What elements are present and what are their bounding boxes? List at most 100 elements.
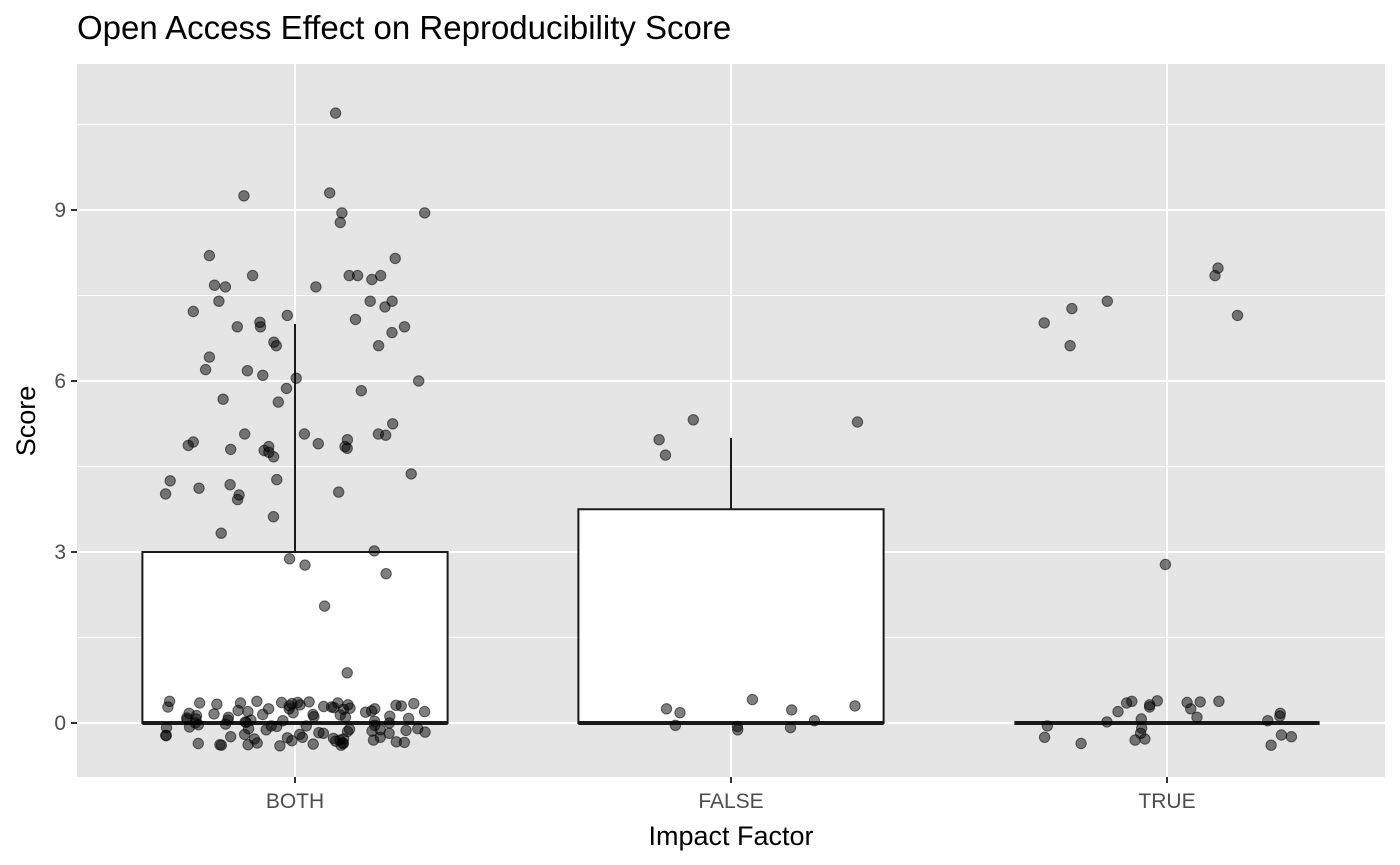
data-point <box>390 699 402 711</box>
data-point <box>653 434 665 446</box>
data-point <box>746 693 759 706</box>
data-point <box>379 301 391 313</box>
data-point <box>290 372 302 384</box>
data-point <box>359 706 372 718</box>
x-axis-title: Impact Factor <box>648 821 813 851</box>
data-point <box>1275 729 1288 741</box>
data-point <box>260 724 272 736</box>
data-point <box>366 273 378 286</box>
data-point <box>367 734 380 746</box>
data-point <box>1038 317 1050 329</box>
data-point <box>160 729 173 742</box>
data-point <box>257 708 269 721</box>
data-point <box>1274 710 1286 722</box>
data-point <box>334 216 346 229</box>
data-point <box>398 321 411 333</box>
data-point <box>215 527 227 539</box>
data-point <box>248 733 261 745</box>
data-point <box>1120 697 1133 709</box>
data-point <box>281 309 293 322</box>
data-point <box>246 269 259 282</box>
data-point <box>660 703 673 715</box>
data-point <box>341 442 353 454</box>
data-point <box>419 207 431 219</box>
jitter-points <box>159 107 1298 752</box>
data-point <box>1139 733 1151 745</box>
data-point <box>372 340 385 352</box>
y-tick-label: 0 <box>54 712 66 735</box>
data-point <box>203 249 216 262</box>
data-point <box>341 725 354 738</box>
data-point <box>164 475 176 487</box>
data-point <box>294 728 306 741</box>
data-point <box>337 737 350 750</box>
data-point <box>674 707 686 719</box>
data-point <box>380 568 392 580</box>
x-tick-label: FALSE <box>698 790 763 813</box>
data-point <box>225 443 237 456</box>
data-point <box>333 486 345 498</box>
data-point <box>199 363 212 376</box>
data-point <box>238 728 251 741</box>
data-point <box>1213 695 1225 707</box>
data-point <box>225 731 237 743</box>
data-point <box>208 279 221 291</box>
data-point <box>238 190 250 202</box>
data-point <box>159 488 172 500</box>
data-point <box>274 740 286 752</box>
data-point <box>272 396 284 408</box>
box-false <box>577 438 885 725</box>
data-point <box>257 369 269 381</box>
x-axis: BOTH FALSE TRUE <box>266 777 1196 813</box>
data-point <box>1191 711 1203 723</box>
data-point <box>368 545 380 557</box>
data-point <box>405 468 417 480</box>
data-point <box>217 393 229 405</box>
data-point <box>310 281 322 293</box>
data-point <box>1075 737 1087 750</box>
data-point <box>298 428 311 440</box>
data-point <box>1064 340 1076 352</box>
data-point <box>808 715 821 727</box>
data-point <box>418 705 431 718</box>
data-point <box>215 739 228 751</box>
data-point <box>339 711 352 723</box>
y-tick-label: 3 <box>54 541 66 564</box>
data-point <box>203 351 216 363</box>
data-point <box>251 695 263 707</box>
data-point <box>192 737 205 750</box>
data-point <box>387 418 399 430</box>
data-point <box>219 281 232 293</box>
data-point <box>242 705 254 718</box>
data-point <box>271 720 283 733</box>
data-point <box>1101 716 1113 728</box>
data-point <box>267 511 280 523</box>
data-point <box>241 365 254 377</box>
data-point <box>1194 696 1206 708</box>
data-point <box>659 449 672 461</box>
chart-title: Open Access Effect on Reproducibility Sc… <box>77 9 731 46</box>
data-point <box>355 385 367 397</box>
data-point <box>849 700 861 712</box>
y-axis: 0 3 6 9 <box>54 199 77 735</box>
data-point <box>224 479 236 491</box>
data-point <box>213 295 225 307</box>
data-point <box>784 721 797 734</box>
data-point <box>1231 309 1244 322</box>
box-iqr <box>577 508 885 724</box>
data-point <box>1101 295 1114 307</box>
data-point <box>1038 731 1051 743</box>
data-point <box>390 736 402 748</box>
data-point <box>281 732 294 744</box>
data-point <box>400 724 412 737</box>
data-point <box>389 252 401 265</box>
data-point <box>1143 701 1156 713</box>
data-point <box>194 697 206 709</box>
data-point <box>222 711 235 723</box>
data-point <box>413 375 425 387</box>
data-point <box>341 667 353 679</box>
data-point <box>669 719 682 731</box>
data-point <box>1185 703 1197 715</box>
box-layer <box>141 324 1320 725</box>
